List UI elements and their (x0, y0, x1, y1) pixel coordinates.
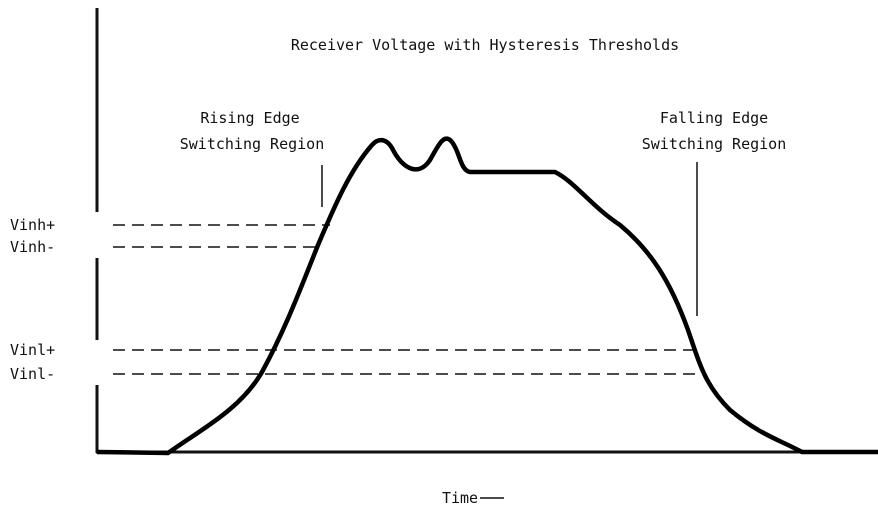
waveform (96, 136, 878, 456)
threshold-label: Vinl- (10, 365, 55, 383)
annotation: Rising Edge (200, 109, 299, 127)
annotation: Falling Edge (660, 109, 768, 127)
annotation: Switching Region (642, 135, 787, 153)
title: Receiver Voltage with Hysteresis Thresho… (291, 36, 679, 54)
annotation: Switching Region (180, 135, 325, 153)
x-axis-label: Time (442, 489, 478, 507)
threshold-label: Vinh+ (10, 216, 55, 234)
threshold-label: Vinh- (10, 238, 55, 256)
threshold-label: Vinl+ (10, 341, 55, 359)
